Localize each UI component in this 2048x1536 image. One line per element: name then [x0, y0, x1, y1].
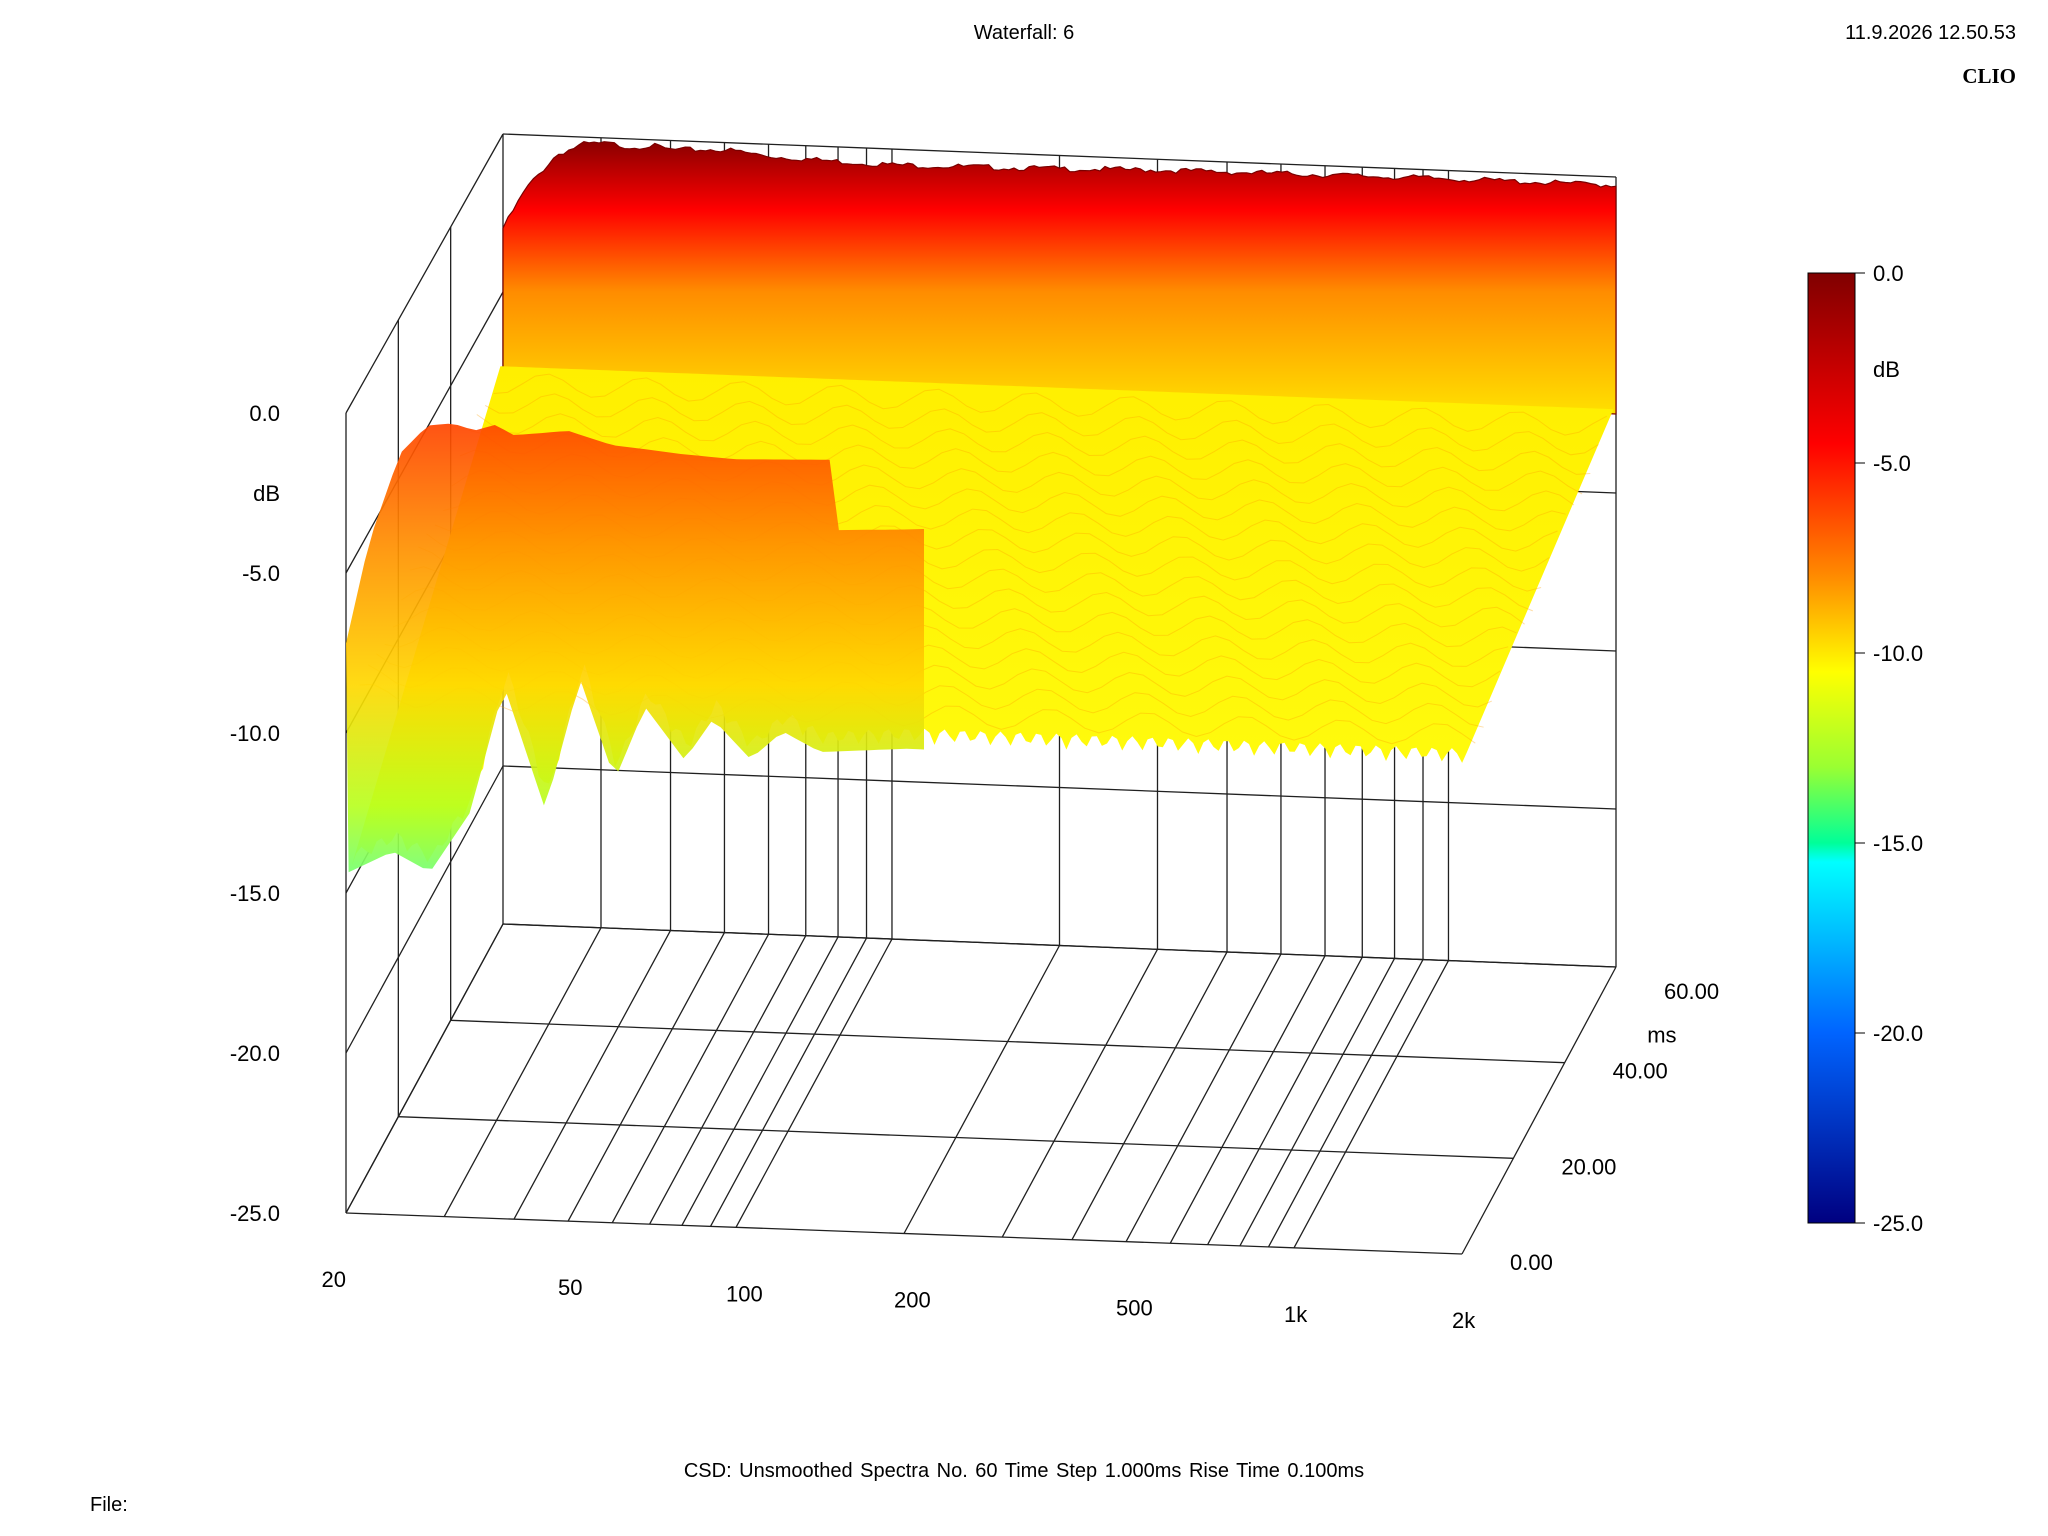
colorbar-tick-label: -5.0: [1873, 451, 1911, 476]
colorbar-tick-label: 0.0: [1873, 261, 1904, 286]
x-tick-label: 1k: [1284, 1302, 1308, 1327]
floor-freq-line: [1267, 959, 1424, 1248]
floor-freq-line: [649, 935, 807, 1225]
y-axis-label: dB: [253, 481, 280, 506]
backwall-spectrum: [502, 140, 1617, 415]
colorbar-tick-label: -20.0: [1873, 1021, 1923, 1046]
floor-freq-line: [903, 945, 1061, 1234]
z-tick-label: 0.00: [1510, 1250, 1553, 1275]
x-tick-label: 50: [558, 1275, 582, 1300]
backwall-db-line: [502, 765, 1617, 810]
floor-freq-line: [681, 936, 839, 1226]
z-axis-label: ms: [1647, 1022, 1676, 1047]
leftwall-db-line: [345, 133, 504, 414]
leftwall-db-line: [345, 923, 504, 1214]
y-tick-label: -25.0: [230, 1201, 280, 1226]
x-tick-label: 2k: [1452, 1308, 1476, 1333]
floor-freq-line: [1125, 953, 1282, 1242]
file-label: File:: [90, 1494, 128, 1516]
brand-logo: CLIO: [1962, 64, 2016, 88]
y-tick-label: 0.0: [249, 401, 280, 426]
decay-ridge: [493, 373, 1608, 436]
floor-freq-line: [1239, 958, 1396, 1247]
z-tick-label: 60.00: [1664, 979, 1719, 1004]
y-tick-label: -20.0: [230, 1041, 280, 1066]
y-tick-label: -10.0: [230, 721, 280, 746]
floor-freq-line: [443, 927, 602, 1217]
y-tick-label: -15.0: [230, 881, 280, 906]
colorbar-tick-label: -25.0: [1873, 1211, 1923, 1236]
x-tick-label: 200: [894, 1288, 931, 1313]
floor-freq-line: [1293, 960, 1450, 1249]
floor-freq-line: [709, 937, 868, 1227]
decay-ridge: [476, 413, 1591, 475]
floor-freq-line: [513, 930, 672, 1220]
x-tick-label: 20: [322, 1267, 346, 1292]
colorbar-tick-label: -15.0: [1873, 831, 1923, 856]
colorbar-gradient: [1807, 272, 1856, 1224]
decay-ridge: [468, 429, 1583, 495]
floor-freq-line: [1461, 966, 1617, 1255]
backwall-db-line: [502, 133, 1617, 178]
colorbar-unit-label: dB: [1873, 357, 1900, 382]
backwall-db-line: [502, 923, 1617, 968]
floor-freq-line: [567, 932, 726, 1222]
y-tick-label: -5.0: [242, 561, 280, 586]
decay-ridge: [484, 393, 1599, 456]
chart-title: Waterfall: 6: [973, 22, 1075, 44]
floor-time-line: [398, 1116, 1514, 1159]
z-tick-label: 40.00: [1613, 1059, 1668, 1084]
floor-freq-line: [611, 933, 770, 1224]
x-tick-label: 100: [726, 1281, 763, 1306]
floor-freq-line: [1169, 955, 1326, 1244]
z-tick-label: 20.00: [1561, 1154, 1616, 1179]
leftwall-db-line: [345, 765, 504, 1054]
colorbar-tick-label: -10.0: [1873, 641, 1923, 666]
timestamp: 11.9.2026 12.50.53: [1845, 22, 2016, 44]
floor-time-line: [450, 1019, 1565, 1064]
x-tick-label: 500: [1116, 1296, 1153, 1321]
front-spectrum: [346, 423, 924, 873]
axis-labels: 0.0 -5.0 -10.0 -15.0 -20.0 -25.0 dB 20 50 100 200 5…: [230, 401, 1719, 1333]
floor-freq-line: [1071, 951, 1228, 1240]
floor-freq-line: [1001, 948, 1159, 1238]
floor-freq-line: [735, 938, 893, 1228]
floor-time-line: [345, 1212, 1463, 1255]
floor-freq-line: [1207, 956, 1363, 1245]
waterfall-surface: [346, 140, 1617, 873]
colorbar: 0.0 -5.0 -10.0 -15.0 -20.0 -25.0 dB: [1807, 261, 1923, 1236]
measurement-info: CSD: Unsmoothed Spectra No. 60 Time Step…: [683, 1460, 1365, 1482]
